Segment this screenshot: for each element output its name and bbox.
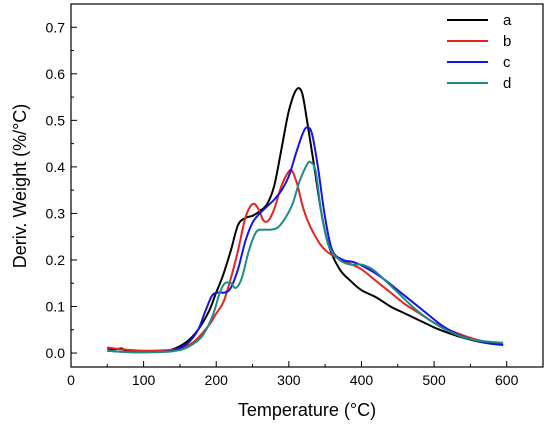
x-axis-title: Temperature (°C): [238, 400, 376, 420]
series-lines: [107, 87, 504, 354]
y-axis-title: Deriv. Weight (%/°C): [10, 104, 30, 269]
y-axis-ticks: 0.0 0.1 0.2 0.3 0.4 0.5 0.6 0.7: [46, 19, 77, 361]
series-line-b: [107, 168, 504, 352]
x-tick-label: 0: [67, 372, 75, 388]
x-tick-label: 600: [495, 372, 519, 388]
legend-label-d: d: [503, 75, 511, 92]
legend-label-a: a: [503, 12, 512, 29]
x-tick-label: 100: [132, 372, 156, 388]
series-line-d: [107, 160, 504, 354]
series-line-a: [107, 87, 504, 353]
y-tick-label: 0.2: [46, 252, 66, 268]
y-tick-label: 0.4: [46, 159, 66, 175]
x-tick-label: 200: [205, 372, 229, 388]
y-tick-label: 0.7: [46, 19, 66, 35]
x-axis-ticks: 0 100 200 300 400 500 600: [67, 361, 519, 388]
y-tick-label: 0.3: [46, 205, 66, 221]
y-tick-label: 0.0: [46, 345, 66, 361]
x-tick-label: 400: [350, 372, 374, 388]
x-tick-label: 500: [422, 372, 446, 388]
y-tick-label: 0.1: [46, 299, 66, 315]
series-line-c: [107, 126, 504, 354]
y-tick-label: 0.5: [46, 112, 66, 128]
x-tick-label: 300: [277, 372, 301, 388]
plot-frame: [70, 3, 544, 368]
legend-label-b: b: [503, 33, 511, 50]
y-tick-label: 0.6: [46, 66, 66, 82]
legend-label-c: c: [503, 54, 511, 71]
